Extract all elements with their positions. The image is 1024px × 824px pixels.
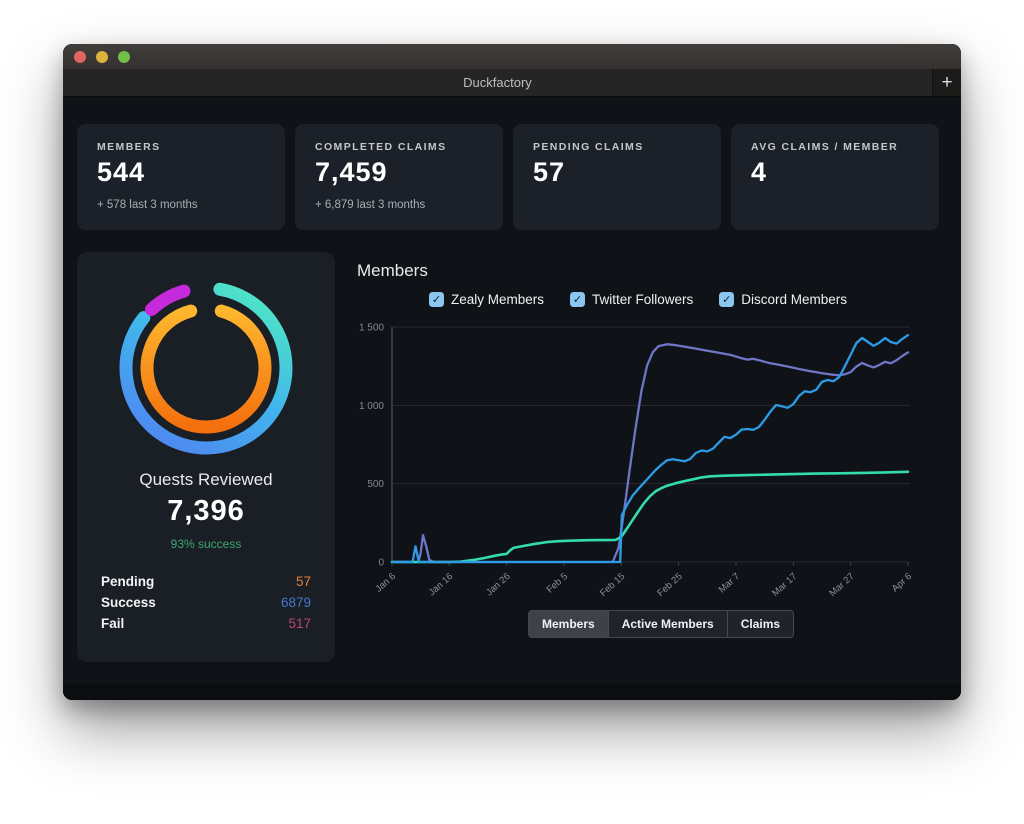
checkbox-checked-icon[interactable]: ✓ bbox=[569, 292, 585, 307]
stat-label: PENDING CLAIMS bbox=[533, 141, 644, 153]
quests-stat-list: Pending 57 Success 6879 Fail 517 bbox=[101, 571, 311, 634]
stat-value: 544 bbox=[97, 157, 146, 187]
svg-text:1 500: 1 500 bbox=[359, 323, 384, 334]
stat-subtext: + 578 last 3 months bbox=[97, 199, 198, 211]
quest-row-success: Success 6879 bbox=[101, 592, 311, 613]
svg-text:Feb 5: Feb 5 bbox=[545, 571, 570, 595]
quests-title: Quests Reviewed bbox=[139, 470, 273, 489]
svg-text:Jan 26: Jan 26 bbox=[484, 571, 513, 598]
svg-text:Mar 27: Mar 27 bbox=[827, 571, 856, 599]
quest-row-value: 57 bbox=[295, 574, 311, 589]
legend-item-zealy-members[interactable]: ✓ Zealy Members bbox=[428, 292, 544, 307]
maximize-window-icon[interactable] bbox=[118, 50, 130, 63]
chart-legend: ✓ Zealy Members ✓ Twitter Followers ✓ Di… bbox=[358, 292, 918, 307]
chart-mode-tabs: Members Active Members Claims bbox=[528, 610, 795, 638]
quests-reviewed-panel: Quests Reviewed 7,396 93% success Pendin… bbox=[77, 252, 335, 662]
quest-row-label: Fail bbox=[101, 616, 125, 631]
legend-label: Zealy Members bbox=[450, 292, 544, 307]
check-icon: ✓ bbox=[722, 294, 732, 306]
tab-active-members[interactable]: Active Members bbox=[607, 611, 727, 637]
quest-row-pending: Pending 57 bbox=[101, 571, 311, 592]
close-window-icon[interactable] bbox=[74, 50, 86, 63]
svg-text:Apr 6: Apr 6 bbox=[890, 571, 914, 594]
stat-card-avg-claims: AVG CLAIMS / MEMBER 4 bbox=[731, 124, 939, 230]
svg-text:Jan 16: Jan 16 bbox=[427, 571, 456, 598]
stat-card-pending-claims: PENDING CLAIMS 57 bbox=[513, 124, 721, 230]
svg-text:Feb 25: Feb 25 bbox=[655, 571, 684, 599]
stat-label: AVG CLAIMS / MEMBER bbox=[751, 141, 899, 153]
tab-title: Duckfactory bbox=[463, 75, 532, 90]
check-icon: ✓ bbox=[572, 294, 583, 306]
quest-row-fail: Fail 517 bbox=[101, 613, 311, 634]
quest-row-value: 6879 bbox=[280, 595, 311, 610]
new-tab-button[interactable]: + bbox=[932, 69, 961, 96]
quests-total: 7,396 bbox=[167, 495, 245, 527]
stat-subtext: + 6,879 last 3 months bbox=[315, 199, 426, 211]
members-chart-title: Members bbox=[357, 261, 428, 280]
tab-claims[interactable]: Claims bbox=[726, 611, 793, 637]
dashboard-content: MEMBERS 544 + 578 last 3 months COMPLETE… bbox=[63, 97, 961, 684]
svg-text:1 000: 1 000 bbox=[359, 401, 384, 412]
legend-label: Twitter Followers bbox=[591, 292, 694, 307]
stat-value: 7,459 bbox=[315, 157, 388, 187]
svg-text:Mar 17: Mar 17 bbox=[770, 571, 799, 599]
legend-item-discord-members[interactable]: ✓ Discord Members bbox=[719, 292, 847, 307]
stat-value: 57 bbox=[533, 157, 566, 187]
legend-item-twitter-followers[interactable]: ✓ Twitter Followers bbox=[569, 292, 694, 307]
tab-duckfactory[interactable]: Duckfactory bbox=[63, 69, 932, 96]
tab-bar: Duckfactory + bbox=[63, 69, 961, 97]
stat-value: 4 bbox=[751, 157, 768, 187]
checkbox-checked-icon[interactable]: ✓ bbox=[719, 292, 735, 307]
check-icon: ✓ bbox=[431, 294, 442, 306]
app-window: Duckfactory + MEMBERS 544 + 578 last 3 m… bbox=[63, 44, 961, 700]
quest-row-value: 517 bbox=[288, 616, 311, 631]
stat-label: COMPLETED CLAIMS bbox=[315, 141, 447, 153]
svg-text:Feb 15: Feb 15 bbox=[598, 571, 627, 599]
stat-card-completed-claims: COMPLETED CLAIMS 7,459 + 6,879 last 3 mo… bbox=[295, 124, 503, 230]
quest-row-label: Pending bbox=[101, 574, 155, 589]
plus-icon: + bbox=[941, 71, 953, 93]
svg-text:Jan 6: Jan 6 bbox=[373, 571, 398, 595]
legend-label: Discord Members bbox=[741, 292, 848, 307]
minimize-window-icon[interactable] bbox=[96, 50, 108, 63]
quest-row-label: Success bbox=[101, 595, 156, 610]
svg-text:0: 0 bbox=[378, 558, 384, 569]
tab-members[interactable]: Members bbox=[529, 611, 608, 637]
svg-text:Mar 7: Mar 7 bbox=[717, 571, 742, 595]
stat-label: MEMBERS bbox=[97, 141, 161, 153]
members-line-chart[interactable]: 0 500 1 000 1 500 Jan 6 Jan 16 Jan 26 Feb 5 Feb … bbox=[358, 318, 918, 620]
quests-success-rate: 93% success bbox=[170, 537, 242, 551]
stat-card-members: MEMBERS 544 + 578 last 3 months bbox=[77, 124, 285, 230]
checkbox-checked-icon[interactable]: ✓ bbox=[428, 292, 444, 307]
quests-donut-chart bbox=[119, 282, 293, 455]
svg-text:500: 500 bbox=[367, 479, 384, 490]
window-titlebar[interactable] bbox=[63, 44, 961, 69]
window-footer bbox=[63, 684, 961, 700]
